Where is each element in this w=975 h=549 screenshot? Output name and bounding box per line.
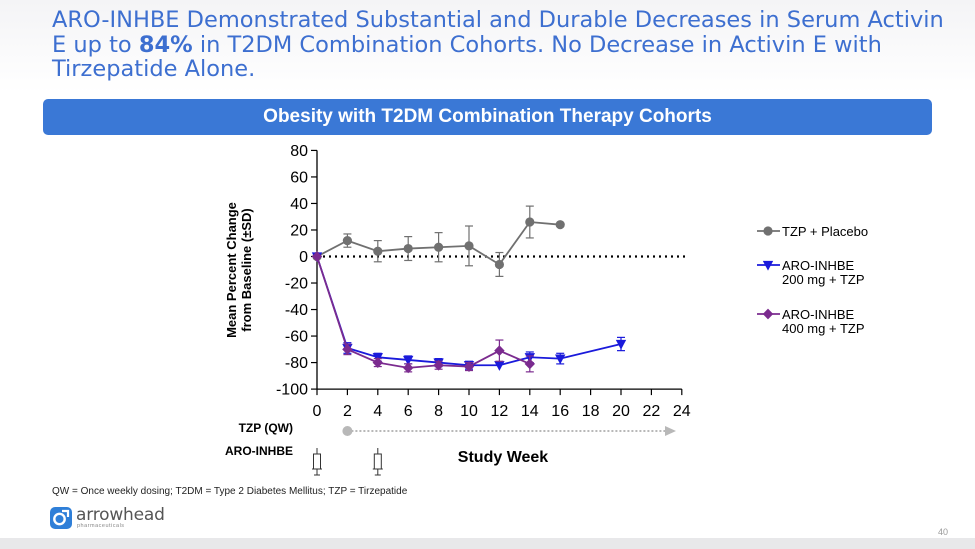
y-tick-label: -60 [285, 329, 308, 346]
data-point-aro-200 [494, 361, 505, 371]
logo-subtitle: pharmaceuticals [77, 523, 125, 529]
data-point-aro-400 [342, 343, 353, 355]
x-tick-label: 22 [643, 403, 661, 420]
x-tick-label: 6 [404, 403, 413, 420]
legend-label-placebo: TZP + Placebo [782, 224, 868, 239]
x-tick-label: 24 [673, 403, 691, 420]
x-tick-label: 10 [460, 403, 478, 420]
data-point-aro-200 [555, 354, 566, 365]
data-point-aro-400 [433, 359, 444, 371]
slide-title: ARO-INHBE Demonstrated Substantial and D… [52, 8, 952, 82]
tzp-dosing-label: TZP (QW) [239, 421, 293, 435]
legend-marker-placebo [763, 226, 773, 236]
legend-label-aro-400: ARO-INHBE [782, 307, 855, 322]
legend-label-aro-400: 400 mg + TZP [782, 321, 865, 336]
x-axis-label: Study Week [458, 449, 549, 466]
title-band [0, 0, 975, 93]
y-tick-label: 60 [290, 169, 308, 186]
y-tick-label: 0 [299, 249, 308, 266]
x-tick-label: 0 [313, 403, 322, 420]
footnote: QW = Once weekly dosing; T2DM = Type 2 D… [52, 486, 408, 497]
arrowhead-logo-icon [50, 507, 72, 529]
y-tick-label: -20 [285, 276, 308, 293]
logo-wordmark: arrowhead [76, 505, 165, 525]
data-point-placebo [525, 217, 535, 227]
data-point-aro-200 [403, 355, 414, 366]
series-line-aro-200 [316, 256, 622, 367]
data-point-aro-200 [615, 339, 627, 350]
data-point-aro-400 [403, 362, 414, 374]
data-point-placebo [373, 246, 383, 256]
data-point-aro-400 [494, 345, 505, 357]
title-part-2: in T2DM Combination Cohorts. No Decrease… [52, 31, 882, 82]
x-tick-label: 18 [582, 403, 600, 420]
y-tick-label: 40 [290, 196, 308, 213]
y-tick-label: -80 [285, 355, 308, 372]
data-point-aro-400 [311, 251, 323, 262]
page-number: 40 [938, 527, 949, 537]
x-tick-label: 16 [551, 403, 569, 420]
legend-label-aro-200: 200 mg + TZP [782, 272, 865, 287]
syringe-icon [313, 453, 321, 470]
title-highlight: 84% [138, 31, 193, 58]
data-point-placebo [403, 243, 413, 254]
data-point-placebo [342, 235, 352, 246]
title-part-1: ARO-INHBE Demonstrated Substantial and D… [52, 7, 944, 58]
x-tick-label: 12 [491, 403, 509, 420]
data-point-placebo [434, 242, 444, 252]
x-tick-label: 2 [343, 403, 352, 420]
y-tick-label: -40 [285, 302, 308, 319]
series-line-aro-400 [316, 256, 531, 369]
data-point-placebo [555, 220, 565, 230]
y-tick-label: 80 [290, 143, 308, 160]
syringe-icon [373, 453, 382, 470]
tzp-arrow-head [665, 426, 676, 436]
data-point-placebo [464, 241, 474, 251]
legend-label-aro-200: ARO-INHBE [782, 258, 855, 273]
legend-marker-aro-200 [762, 260, 774, 271]
y-tick-label: -100 [276, 382, 308, 399]
aro-dosing-label: ARO-INHBE [225, 444, 293, 458]
data-point-placebo [494, 259, 504, 270]
y-tick-label: 20 [290, 222, 308, 239]
bottom-bar [0, 538, 975, 549]
y-axis-label: Mean Percent Changefrom Baseline (±SD) [224, 202, 254, 338]
x-tick-label: 4 [373, 403, 382, 420]
x-tick-label: 20 [612, 403, 630, 420]
cohort-banner: Obesity with T2DM Combination Therapy Co… [43, 99, 932, 135]
x-tick-label: 14 [521, 403, 539, 420]
x-tick-label: 8 [434, 403, 443, 420]
data-point-aro-400 [463, 361, 475, 372]
data-point-aro-400 [372, 357, 383, 368]
data-point-aro-400 [524, 358, 535, 370]
legend-marker-aro-400 [762, 308, 774, 320]
